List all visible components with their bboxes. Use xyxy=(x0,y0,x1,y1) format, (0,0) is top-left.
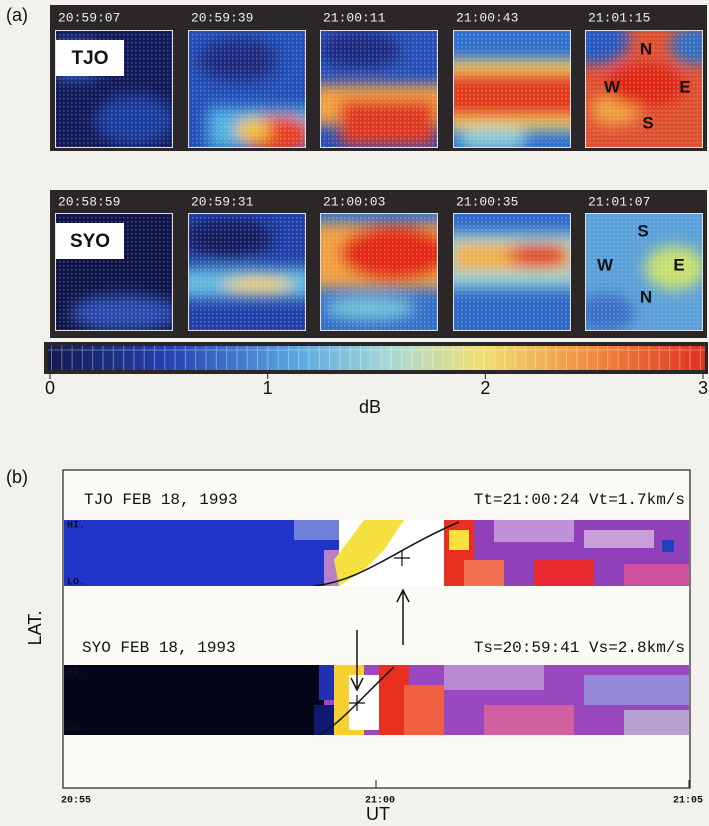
image xyxy=(320,213,438,331)
track-header: TJO FEB 18, 1993 xyxy=(84,491,238,509)
colorbar-tick-label: 1 xyxy=(263,378,273,398)
image xyxy=(453,30,571,148)
image xyxy=(585,30,703,148)
colorbar-cells xyxy=(48,346,705,370)
station-label: TJO xyxy=(72,48,109,69)
x-tick-label: 20:55 xyxy=(61,796,91,807)
timestamp: 20:59:39 xyxy=(191,10,253,25)
timestamp: 21:00:11 xyxy=(323,10,386,25)
timestamp: 21:01:07 xyxy=(588,194,650,209)
timestamp: 20:58:59 xyxy=(58,194,120,209)
timestamp: 21:00:03 xyxy=(323,194,385,209)
hi-label: HI. xyxy=(67,668,85,679)
track-header: SYO FEB 18, 1993 xyxy=(82,639,236,657)
arrow xyxy=(396,588,410,645)
panel-label: (a) xyxy=(6,5,28,25)
x-axis xyxy=(62,780,690,789)
timestamp: 21:01:15 xyxy=(588,10,650,25)
keogram xyxy=(64,665,689,735)
timestamp: 21:00:35 xyxy=(456,194,518,209)
track-params: Ts=20:59:41 Vs=2.8km/s xyxy=(474,639,685,657)
x-tick-label: 21:05 xyxy=(673,796,703,807)
x-tick-label: 21:00 xyxy=(365,796,395,807)
direction: E xyxy=(673,255,684,274)
station-badge xyxy=(56,223,124,259)
image xyxy=(188,30,306,148)
timestamp: 20:59:31 xyxy=(191,194,254,209)
track-params: Tt=21:00:24 Vt=1.7km/s xyxy=(474,491,685,509)
colorbar-tick-label: 3 xyxy=(698,378,708,398)
image xyxy=(453,213,571,331)
station-label: SYO xyxy=(70,231,110,252)
plot-frame xyxy=(62,469,691,789)
timestamp: 21:00:43 xyxy=(456,10,518,25)
panel-label: (b) xyxy=(6,467,28,487)
y-axis-label: LAT. xyxy=(25,611,45,646)
direction: N xyxy=(640,39,652,58)
timestamp: 20:59:07 xyxy=(58,10,120,25)
colorbar-tick-label: 2 xyxy=(480,378,490,398)
direction: N xyxy=(640,287,652,306)
arrow xyxy=(350,630,364,692)
image xyxy=(585,213,703,331)
lo-label: LO. xyxy=(67,578,85,589)
direction: W xyxy=(597,255,614,274)
colorbar-tick-label: 0 xyxy=(45,378,55,398)
station-badge xyxy=(56,40,124,76)
image xyxy=(320,30,438,148)
direction: S xyxy=(637,221,648,240)
direction: E xyxy=(679,77,690,96)
lo-label: LO. xyxy=(67,724,85,735)
colorbar-unit: dB xyxy=(359,397,381,417)
keogram xyxy=(64,520,689,586)
direction: S xyxy=(642,113,653,132)
image xyxy=(188,213,306,331)
timestamps: 20:59:07 20:59:39 21:00:11 21:00:43 21:0… xyxy=(58,10,650,209)
direction: W xyxy=(604,77,621,96)
x-axis-label: UT xyxy=(366,804,390,824)
hi-label: HI. xyxy=(67,521,85,532)
colorbar-ticks: 0 1 2 3 xyxy=(45,374,708,398)
